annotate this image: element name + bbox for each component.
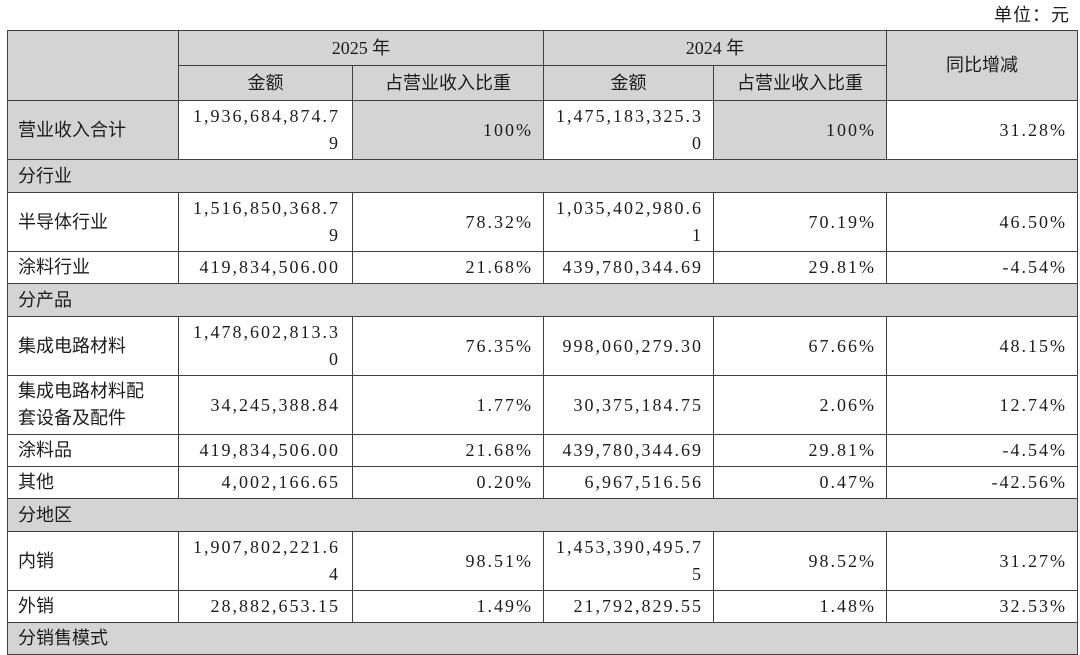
amount-2025-cell: 1,936,684,874.79 bbox=[178, 100, 353, 160]
col-header-year-2024: 2024 年 bbox=[543, 30, 887, 66]
ratio-2024-cell: 98.52% bbox=[713, 531, 887, 591]
unit-label: 单位：元 bbox=[994, 5, 1070, 25]
table-row-semiconductor: 半导体行业 1,516,850,368.79 78.32% 1,035,402,… bbox=[7, 192, 1078, 252]
ratio-2025-cell: 78.32% bbox=[352, 192, 544, 252]
ratio-2025-cell: 1.77% bbox=[352, 375, 544, 435]
row-label: 其他 bbox=[7, 466, 179, 499]
section-label: 分地区 bbox=[7, 498, 1078, 532]
table-row-domestic-sales: 内销 1,907,802,221.64 98.51% 1,453,390,495… bbox=[7, 531, 1078, 591]
section-label: 分产品 bbox=[7, 283, 1078, 317]
table-row-ic-materials: 集成电路材料 1,478,602,813.30 76.35% 998,060,2… bbox=[7, 316, 1078, 376]
row-label: 涂料行业 bbox=[7, 251, 179, 284]
ratio-2025-cell: 21.68% bbox=[352, 434, 544, 467]
amount-2025-cell: 34,245,388.84 bbox=[178, 375, 353, 435]
yoy-cell: 12.74% bbox=[886, 375, 1078, 435]
section-row-by-product: 分产品 bbox=[7, 283, 1078, 317]
ratio-2024-cell: 67.66% bbox=[713, 316, 887, 376]
section-label: 分销售模式 bbox=[7, 622, 1078, 655]
col-header-year-2025: 2025 年 bbox=[178, 30, 544, 66]
yoy-cell: 46.50% bbox=[886, 192, 1078, 252]
ratio-2024-cell: 1.48% bbox=[713, 590, 887, 623]
amount-2024-cell: 1,035,402,980.61 bbox=[543, 192, 714, 252]
table-row-other: 其他 4,002,166.65 0.20% 6,967,516.56 0.47%… bbox=[7, 466, 1078, 499]
yoy-cell: -42.56% bbox=[886, 466, 1078, 499]
amount-2024-cell: 6,967,516.56 bbox=[543, 466, 714, 499]
yoy-cell: 31.27% bbox=[886, 531, 1078, 591]
amount-2025-cell: 1,478,602,813.30 bbox=[178, 316, 353, 376]
amount-2025-cell: 1,516,850,368.79 bbox=[178, 192, 353, 252]
ratio-2025-cell: 98.51% bbox=[352, 531, 544, 591]
ratio-2024-cell: 29.81% bbox=[713, 434, 887, 467]
table-row-ic-materials-equipment: 集成电路材料配套设备及配件 34,245,388.84 1.77% 30,375… bbox=[7, 375, 1078, 435]
amount-2025-cell: 1,907,802,221.64 bbox=[178, 531, 353, 591]
table-row-coating-products: 涂料品 419,834,506.00 21.68% 439,780,344.69… bbox=[7, 434, 1078, 467]
amount-2024-cell: 1,475,183,325.30 bbox=[543, 100, 714, 160]
row-label: 营业收入合计 bbox=[7, 100, 179, 160]
amount-2024-cell: 998,060,279.30 bbox=[543, 316, 714, 376]
row-label: 涂料品 bbox=[7, 434, 179, 467]
header-row-measures: 金额 占营业收入比重 金额 占营业收入比重 bbox=[8, 65, 1078, 101]
amount-2024-cell: 21,792,829.55 bbox=[543, 590, 714, 623]
yoy-cell: -4.54% bbox=[886, 251, 1078, 284]
row-label: 集成电路材料配套设备及配件 bbox=[7, 375, 179, 435]
table-row-export-sales: 外销 28,882,653.15 1.49% 21,792,829.55 1.4… bbox=[7, 590, 1078, 623]
ratio-2024-cell: 70.19% bbox=[713, 192, 887, 252]
section-row-by-industry: 分行业 bbox=[7, 159, 1078, 193]
amount-2025-cell: 419,834,506.00 bbox=[178, 251, 353, 284]
col-header-ratio-2024: 占营业收入比重 bbox=[713, 65, 887, 101]
row-label: 外销 bbox=[7, 590, 179, 623]
yoy-cell: -4.54% bbox=[886, 434, 1078, 467]
amount-2024-cell: 439,780,344.69 bbox=[543, 434, 714, 467]
yoy-cell: 48.15% bbox=[886, 316, 1078, 376]
col-header-yoy: 同比增减 bbox=[886, 30, 1078, 101]
amount-2024-cell: 439,780,344.69 bbox=[543, 251, 714, 284]
amount-2025-cell: 4,002,166.65 bbox=[178, 466, 353, 499]
ratio-2025-cell: 0.20% bbox=[352, 466, 544, 499]
amount-2025-cell: 419,834,506.00 bbox=[178, 434, 353, 467]
yoy-cell: 31.28% bbox=[886, 100, 1078, 160]
amount-2024-cell: 30,375,184.75 bbox=[543, 375, 714, 435]
amount-2024-cell: 1,453,390,495.75 bbox=[543, 531, 714, 591]
ratio-2025-cell: 1.49% bbox=[352, 590, 544, 623]
yoy-cell: 32.53% bbox=[886, 590, 1078, 623]
section-label: 分行业 bbox=[7, 159, 1078, 193]
col-header-amount-2025: 金额 bbox=[178, 65, 353, 101]
section-row-by-region: 分地区 bbox=[7, 498, 1078, 532]
ratio-2024-cell: 0.47% bbox=[713, 466, 887, 499]
ratio-2024-cell: 2.06% bbox=[713, 375, 887, 435]
corner-blank-cell bbox=[7, 30, 179, 101]
revenue-breakdown-table: 2025 年 2024 年 同比增减 金额 占营业收入比重 金额 占营业收入比重… bbox=[7, 30, 1078, 655]
table-row-coatings-industry: 涂料行业 419,834,506.00 21.68% 439,780,344.6… bbox=[7, 251, 1078, 284]
table-row-total-revenue: 营业收入合计 1,936,684,874.79 100% 1,475,183,3… bbox=[7, 100, 1078, 160]
amount-2025-cell: 28,882,653.15 bbox=[178, 590, 353, 623]
section-row-by-sales-model: 分销售模式 bbox=[7, 622, 1078, 655]
row-label: 内销 bbox=[7, 531, 179, 591]
ratio-2024-cell: 29.81% bbox=[713, 251, 887, 284]
ratio-2025-cell: 76.35% bbox=[352, 316, 544, 376]
ratio-2025-cell: 100% bbox=[352, 100, 544, 160]
ratio-2025-cell: 21.68% bbox=[352, 251, 544, 284]
col-header-ratio-2025: 占营业收入比重 bbox=[352, 65, 544, 101]
row-label: 半导体行业 bbox=[7, 192, 179, 252]
header-row-years: 2025 年 2024 年 同比增减 bbox=[7, 30, 1078, 101]
ratio-2024-cell: 100% bbox=[713, 100, 887, 160]
row-label: 集成电路材料 bbox=[7, 316, 179, 376]
col-header-amount-2024: 金额 bbox=[543, 65, 714, 101]
